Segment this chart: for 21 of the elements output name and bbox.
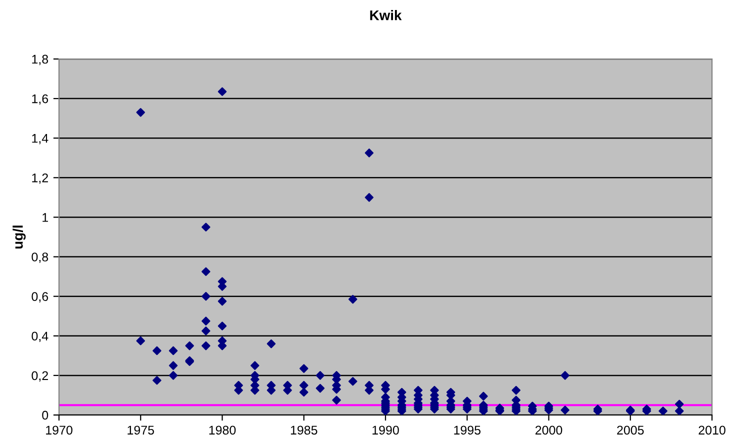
x-tick-label: 1975 (128, 426, 154, 435)
x-tick-label: 1980 (209, 426, 236, 435)
chart-title: Kwik (370, 10, 402, 20)
x-tick-label: 1970 (46, 426, 72, 435)
x-tick-label: 1990 (372, 426, 399, 435)
y-tick-label: 1,6 (32, 94, 48, 105)
y-tick-label: 0,4 (32, 332, 48, 342)
y-tick-label: 0,2 (32, 371, 48, 382)
y-tick-label: 0,8 (32, 252, 48, 263)
y-tick-label: 1,4 (32, 134, 48, 144)
y-axis-title: ug/l (12, 226, 26, 248)
y-tick-label: 0 (42, 410, 48, 420)
x-tick-label: 2000 (535, 426, 562, 435)
y-tick-label: 0,6 (32, 292, 48, 302)
x-tick-label: 1995 (454, 426, 481, 435)
x-tick-label: 1985 (290, 426, 318, 435)
x-tick-label: 2010 (698, 426, 726, 435)
y-tick-label: 1,8 (32, 54, 48, 66)
y-tick-label: 1 (42, 213, 48, 222)
x-tick-label: 2005 (617, 426, 644, 435)
y-tick-label: 1,2 (32, 173, 48, 184)
